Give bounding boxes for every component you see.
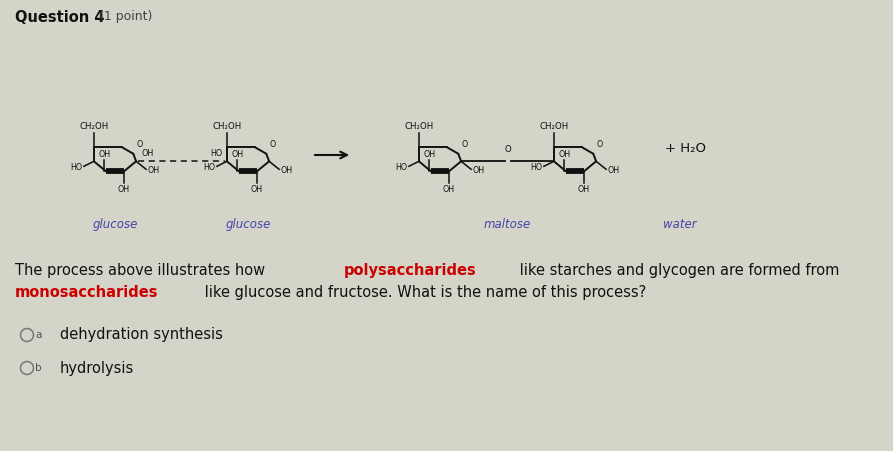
Text: O: O <box>270 140 276 149</box>
Text: like glucose and fructose. What is the name of this process?: like glucose and fructose. What is the n… <box>200 285 647 300</box>
Text: OH: OH <box>423 150 435 159</box>
Text: HO: HO <box>395 163 407 172</box>
Text: O: O <box>505 145 511 154</box>
Text: CH₂OH: CH₂OH <box>539 122 569 131</box>
Text: HO: HO <box>211 149 223 158</box>
Text: OH: OH <box>578 185 590 194</box>
Text: maltose: maltose <box>483 218 530 231</box>
Text: OH: OH <box>280 166 292 175</box>
Text: a: a <box>35 330 41 340</box>
Text: OH: OH <box>141 149 154 158</box>
Text: OH: OH <box>472 166 484 175</box>
Text: + H₂O: + H₂O <box>665 142 706 155</box>
Text: glucose: glucose <box>225 218 271 231</box>
Text: CH₂OH: CH₂OH <box>405 122 433 131</box>
Text: HO: HO <box>530 163 542 172</box>
Text: dehydration synthesis: dehydration synthesis <box>60 327 223 342</box>
Text: O: O <box>462 140 468 149</box>
Text: OH: OH <box>607 166 619 175</box>
Text: OH: OH <box>251 185 263 194</box>
Text: OH: OH <box>118 185 130 194</box>
Text: like starches and glycogen are formed from: like starches and glycogen are formed fr… <box>515 263 839 278</box>
Text: OH: OH <box>558 150 570 159</box>
Text: CH₂OH: CH₂OH <box>79 122 109 131</box>
Text: Question 4: Question 4 <box>15 10 104 25</box>
Text: (1 point): (1 point) <box>95 10 153 23</box>
Text: HO: HO <box>70 163 82 172</box>
Text: hydrolysis: hydrolysis <box>60 360 134 376</box>
Text: HO: HO <box>203 163 215 172</box>
Text: OH: OH <box>98 150 110 159</box>
Text: OH: OH <box>147 166 159 175</box>
Text: O: O <box>597 140 603 149</box>
Text: polysaccharides: polysaccharides <box>344 263 477 278</box>
Text: The process above illustrates how: The process above illustrates how <box>15 263 270 278</box>
Text: glucose: glucose <box>92 218 138 231</box>
Text: OH: OH <box>443 185 455 194</box>
Text: b: b <box>35 363 42 373</box>
Text: CH₂OH: CH₂OH <box>213 122 241 131</box>
Text: OH: OH <box>231 150 243 159</box>
Text: O: O <box>137 140 143 149</box>
Text: water: water <box>663 218 697 231</box>
Text: monosaccharides: monosaccharides <box>15 285 158 300</box>
